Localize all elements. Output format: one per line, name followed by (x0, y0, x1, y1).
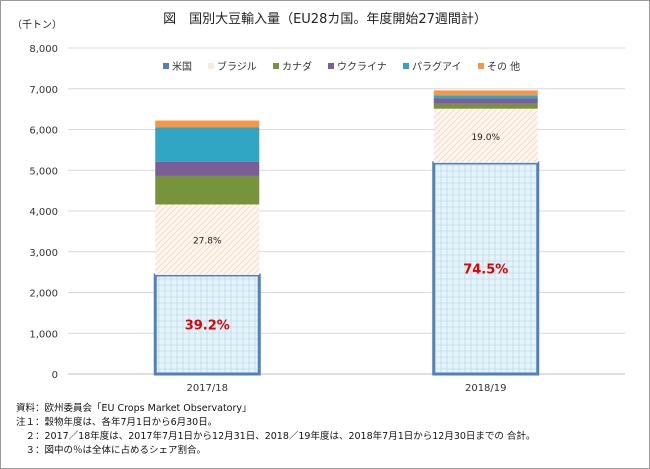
bar-segment (432, 161, 540, 376)
note-1: 注１：穀物年度は、各年7月1日から6月30日。 (16, 417, 218, 428)
bar-segment (153, 273, 261, 376)
note-3: ３：図中の％は全体に占めるシェア割合。 (16, 445, 207, 456)
y-axis-unit: （千トン） (12, 20, 62, 31)
bar-segment (155, 127, 260, 162)
legend-swatch (328, 63, 334, 69)
y-tick-label: 4,000 (29, 207, 58, 218)
legend-swatch (163, 63, 169, 69)
y-tick-label: 3,000 (29, 248, 58, 259)
bar-segment (155, 120, 260, 128)
y-tick-label: 0 (52, 370, 58, 381)
note-source: 資料：欧州委員会「EU Crops Market Observatory」 (16, 403, 252, 414)
bar-segment (433, 95, 538, 99)
data-label: 74.5% (463, 262, 508, 277)
x-tick-label: 2017/18 (186, 383, 228, 394)
legend-label: その 他 (487, 60, 520, 73)
note-2: ２：2017／18年度は、2017年7月1日から12月31日、2018／19年度… (16, 431, 536, 442)
y-tick-label: 1,000 (29, 329, 58, 340)
bar-segment (155, 204, 260, 275)
legend-label: 米国 (172, 60, 192, 73)
legend-swatch (208, 63, 214, 69)
x-tick-label: 2018/19 (465, 383, 507, 394)
bar-segment (433, 103, 538, 109)
data-label: 27.8% (193, 237, 222, 247)
legend-label: ウクライナ (337, 61, 387, 73)
bar-segment (155, 161, 260, 176)
stacked-bar-chart: 0 1,000 2,000 3,000 4,000 5,000 6,000 7,000 8,00… (29, 44, 625, 394)
y-tick-label: 7,000 (29, 85, 58, 96)
chart-title: 図 国別大豆輸入量（EU28カ国。年度開始27週間計） (163, 12, 487, 27)
legend-label: カナダ (282, 60, 312, 73)
bar-segment (433, 90, 538, 96)
y-tick-label: 8,000 (29, 44, 58, 55)
y-tick-label: 2,000 (29, 289, 58, 300)
legend-swatch (403, 63, 409, 69)
y-tick-label: 5,000 (29, 166, 58, 177)
bar-segment (433, 108, 538, 163)
y-tick-label: 6,000 (29, 126, 58, 137)
legend-label: パラグアイ (412, 60, 462, 73)
legend-swatch (478, 63, 484, 69)
data-label: 39.2% (185, 318, 230, 333)
legend-swatch (273, 63, 279, 69)
legend-label: ブラジル (217, 60, 257, 73)
data-label: 19.0% (471, 133, 500, 143)
bar-segment (155, 175, 260, 205)
notes: 資料：欧州委員会「EU Crops Market Observatory」 注１… (16, 402, 535, 458)
bar-segment (433, 98, 538, 104)
